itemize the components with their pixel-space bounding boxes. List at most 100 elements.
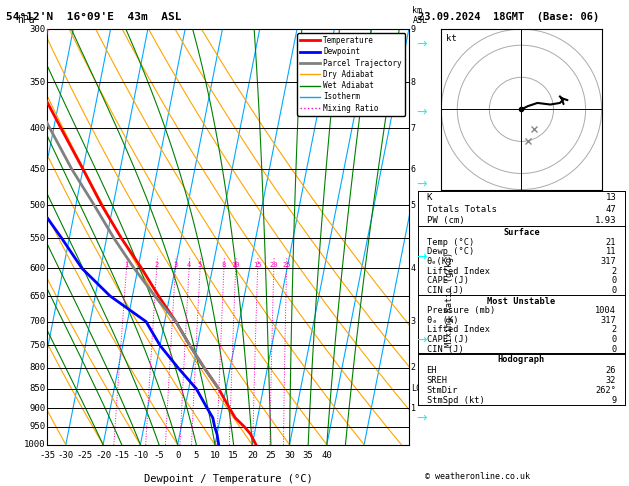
Text: LCL: LCL [411, 384, 426, 393]
Text: 500: 500 [29, 201, 45, 210]
Text: hPa: hPa [16, 15, 35, 25]
Text: CIN (J): CIN (J) [426, 345, 464, 353]
Text: 700: 700 [29, 317, 45, 326]
Text: 900: 900 [29, 404, 45, 413]
Text: 8: 8 [222, 262, 226, 268]
Text: 1000: 1000 [24, 440, 45, 449]
Text: 15: 15 [253, 262, 262, 268]
Text: Temp (°C): Temp (°C) [426, 238, 474, 246]
Text: 550: 550 [29, 234, 45, 243]
Text: 950: 950 [29, 422, 45, 432]
Text: 40: 40 [321, 451, 332, 460]
Text: -10: -10 [132, 451, 148, 460]
Text: 317: 317 [601, 257, 616, 266]
Text: θₑ (K): θₑ (K) [426, 316, 458, 325]
Text: StmDir: StmDir [426, 386, 458, 395]
Text: 9: 9 [411, 25, 416, 34]
Text: 26: 26 [606, 365, 616, 375]
Text: Mixing Ratio (g/kg): Mixing Ratio (g/kg) [445, 252, 454, 347]
Text: 0: 0 [611, 335, 616, 344]
Text: SREH: SREH [426, 376, 448, 385]
Text: 2: 2 [611, 326, 616, 334]
Text: 7: 7 [411, 124, 416, 133]
Text: 600: 600 [29, 264, 45, 273]
Text: 8: 8 [411, 78, 416, 87]
Text: 23.09.2024  18GMT  (Base: 06): 23.09.2024 18GMT (Base: 06) [418, 12, 599, 22]
Text: Totals Totals: Totals Totals [426, 205, 496, 214]
Text: 10: 10 [231, 262, 240, 268]
Text: 800: 800 [29, 363, 45, 372]
Text: 0: 0 [175, 451, 181, 460]
Text: 350: 350 [29, 78, 45, 87]
Text: -20: -20 [95, 451, 111, 460]
Text: 47: 47 [606, 205, 616, 214]
Text: PW (cm): PW (cm) [426, 216, 464, 226]
Text: 2: 2 [155, 262, 159, 268]
Text: 4: 4 [411, 264, 416, 273]
Text: 1004: 1004 [595, 306, 616, 315]
Text: 6: 6 [411, 165, 416, 174]
Text: Hodograph: Hodograph [498, 355, 545, 364]
Text: StmSpd (kt): StmSpd (kt) [426, 396, 484, 405]
Text: CAPE (J): CAPE (J) [426, 277, 469, 285]
Text: 11: 11 [606, 247, 616, 256]
Text: Lifted Index: Lifted Index [426, 267, 489, 276]
Text: 300: 300 [29, 25, 45, 34]
Text: θₑ(K): θₑ(K) [426, 257, 453, 266]
Text: Lifted Index: Lifted Index [426, 326, 489, 334]
Text: Most Unstable: Most Unstable [487, 297, 555, 306]
Text: K: K [426, 193, 432, 202]
Text: 1.93: 1.93 [595, 216, 616, 226]
Text: 13: 13 [606, 193, 616, 202]
Text: 3: 3 [173, 262, 177, 268]
Text: 1: 1 [411, 404, 416, 413]
Text: 0: 0 [611, 286, 616, 295]
Text: 4: 4 [187, 262, 191, 268]
Text: 262°: 262° [595, 386, 616, 395]
Text: kt: kt [446, 34, 457, 43]
Text: 35: 35 [303, 451, 313, 460]
Text: 5: 5 [198, 262, 202, 268]
Text: 400: 400 [29, 124, 45, 133]
Text: 1: 1 [125, 262, 129, 268]
Text: 54°12'N  16°09'E  43m  ASL: 54°12'N 16°09'E 43m ASL [6, 12, 182, 22]
Text: -30: -30 [58, 451, 74, 460]
Text: 650: 650 [29, 292, 45, 300]
Text: 850: 850 [29, 384, 45, 393]
Text: 25: 25 [282, 262, 291, 268]
Text: -25: -25 [76, 451, 92, 460]
Text: -35: -35 [39, 451, 55, 460]
Text: 20: 20 [247, 451, 258, 460]
Text: 9: 9 [611, 396, 616, 405]
Text: 30: 30 [284, 451, 295, 460]
Text: Surface: Surface [503, 228, 540, 237]
Text: 317: 317 [601, 316, 616, 325]
Text: 5: 5 [411, 201, 416, 210]
Text: Pressure (mb): Pressure (mb) [426, 306, 495, 315]
Text: 10: 10 [209, 451, 220, 460]
Text: 0: 0 [611, 277, 616, 285]
Text: 25: 25 [265, 451, 276, 460]
Text: →: → [416, 178, 427, 191]
Legend: Temperature, Dewpoint, Parcel Trajectory, Dry Adiabat, Wet Adiabat, Isotherm, Mi: Temperature, Dewpoint, Parcel Trajectory… [298, 33, 405, 116]
Text: 3: 3 [411, 317, 416, 326]
Text: 750: 750 [29, 341, 45, 350]
Text: →: → [416, 37, 427, 50]
Text: Dewp (°C): Dewp (°C) [426, 247, 474, 256]
Text: 20: 20 [270, 262, 278, 268]
Text: -15: -15 [114, 451, 130, 460]
Text: →: → [416, 334, 427, 347]
Text: 2: 2 [411, 363, 416, 372]
Text: →: → [416, 251, 427, 264]
Text: →: → [416, 412, 427, 424]
Text: 15: 15 [228, 451, 239, 460]
Text: 5: 5 [194, 451, 199, 460]
Text: km
ASL: km ASL [413, 6, 428, 25]
Text: 0: 0 [611, 345, 616, 353]
Text: © weatheronline.co.uk: © weatheronline.co.uk [425, 472, 530, 481]
Text: 450: 450 [29, 165, 45, 174]
Text: →: → [416, 105, 427, 118]
Text: 2: 2 [611, 267, 616, 276]
Text: 21: 21 [606, 238, 616, 246]
Text: 32: 32 [606, 376, 616, 385]
